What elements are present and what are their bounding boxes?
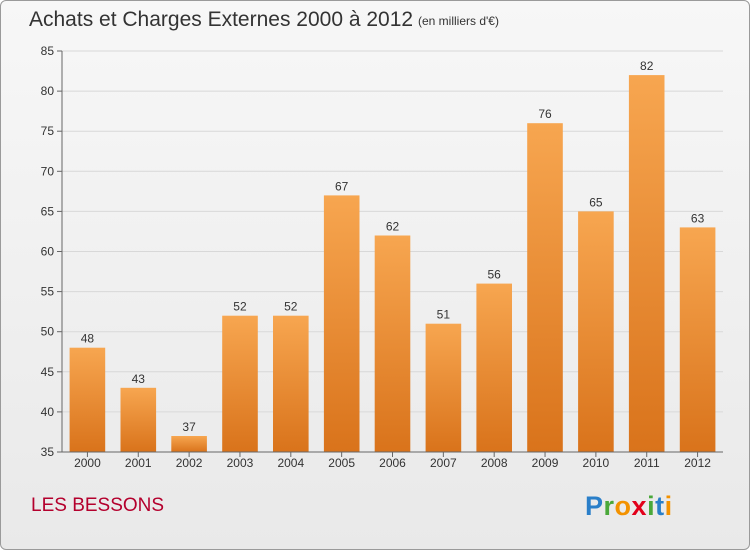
- bar-2001: [120, 387, 157, 452]
- x-tick-label-2006: 2006: [379, 456, 406, 470]
- town-name: LES BESSONS: [31, 495, 165, 516]
- bar-2010: [578, 211, 614, 452]
- logo-letter: x: [631, 491, 648, 521]
- value-label-2005: 67: [335, 179, 349, 193]
- x-tick-label-2007: 2007: [430, 456, 457, 470]
- bar-2008: [476, 283, 512, 452]
- value-label-2006: 62: [386, 219, 400, 233]
- chart-title: Achats et Charges Externes 2000 à 2012: [29, 8, 414, 31]
- x-tick-label-2002: 2002: [176, 456, 203, 470]
- value-label-2003: 52: [233, 300, 247, 314]
- bar-2012: [679, 227, 716, 452]
- value-label-2012: 63: [691, 211, 705, 225]
- axes: [57, 50, 723, 457]
- y-tick-label: 80: [41, 84, 55, 98]
- bar-2003: [222, 315, 258, 452]
- logo-letter: i: [647, 491, 656, 521]
- bar-2007: [425, 323, 462, 452]
- y-tick-label: 85: [41, 44, 55, 58]
- y-tick-label: 55: [41, 285, 55, 299]
- value-label-2011: 82: [640, 59, 654, 73]
- logo-letter: P: [585, 491, 604, 521]
- bars: [69, 75, 716, 452]
- bar-2009: [527, 123, 563, 452]
- logo-letter: o: [614, 491, 632, 521]
- x-tick-label-2008: 2008: [481, 456, 508, 470]
- x-tick-label-2011: 2011: [634, 456, 660, 470]
- value-label-2007: 51: [437, 308, 451, 322]
- y-tick-label: 60: [41, 245, 55, 259]
- bar-2005: [323, 195, 360, 452]
- value-label-2008: 56: [488, 268, 502, 282]
- x-tick-label-2004: 2004: [277, 456, 304, 470]
- y-tick-label: 70: [41, 164, 55, 178]
- bar-2002: [171, 436, 207, 452]
- labels: 35 40 45 50 55 60 65 70 75 80 85 48 2000 43 2001 37 2002…: [41, 44, 712, 470]
- logo-letter: i: [664, 491, 673, 521]
- value-label-2010: 65: [589, 195, 603, 209]
- value-label-2002: 37: [182, 420, 196, 434]
- x-tick-label-2005: 2005: [328, 456, 355, 470]
- y-tick-label: 50: [41, 325, 55, 339]
- y-tick-label: 65: [41, 204, 55, 218]
- y-tick-label: 35: [41, 445, 55, 459]
- proxiti-logo[interactable]: Proxiti: [585, 491, 673, 522]
- value-label-2001: 43: [132, 372, 146, 386]
- y-tick-label: 45: [41, 365, 55, 379]
- x-tick-label-2009: 2009: [532, 456, 559, 470]
- bar-2006: [374, 235, 411, 452]
- x-tick-label-2003: 2003: [227, 456, 254, 470]
- bar-2000: [69, 347, 106, 452]
- x-tick-label-2010: 2010: [583, 456, 610, 470]
- value-label-2009: 76: [538, 107, 552, 121]
- logo-letter: t: [655, 491, 665, 521]
- bar-2011: [628, 75, 665, 452]
- y-tick-label: 40: [41, 405, 55, 419]
- chart-subtitle: (en milliers d'€): [418, 14, 499, 28]
- y-tick-label: 75: [41, 124, 55, 138]
- x-tick-label-2001: 2001: [125, 456, 152, 470]
- value-label-2000: 48: [81, 332, 95, 346]
- value-label-2004: 52: [284, 300, 298, 314]
- x-tick-label-2012: 2012: [684, 456, 711, 470]
- bar-2004: [273, 315, 309, 452]
- x-tick-label-2000: 2000: [74, 456, 101, 470]
- logo-letter: r: [603, 491, 615, 521]
